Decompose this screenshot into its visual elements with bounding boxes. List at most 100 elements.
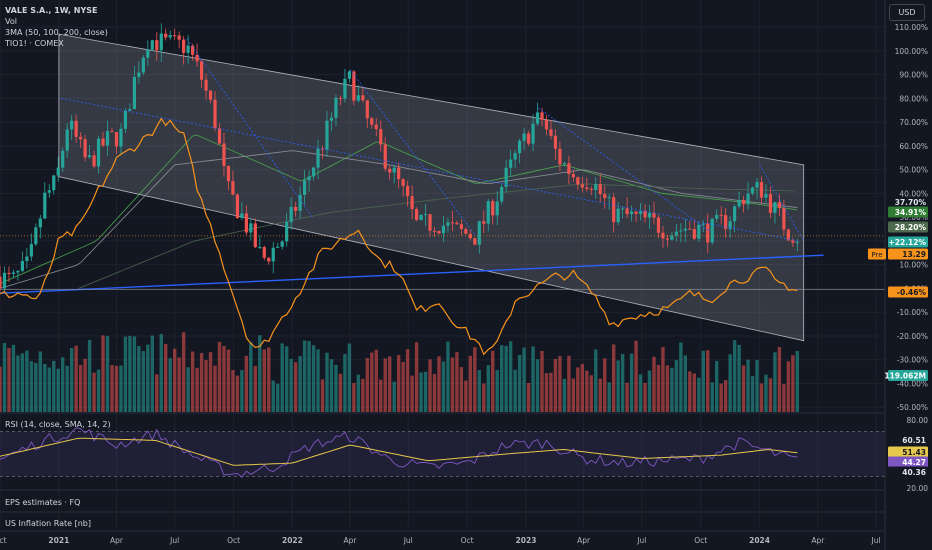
volume-bar (47, 367, 51, 412)
legend-tio[interactable]: TIO1! · COMEX (5, 39, 64, 48)
volume-bar (455, 352, 459, 412)
volume-bar (61, 357, 65, 412)
rsi-tick-label: 80.00 (907, 416, 929, 425)
candle-body (679, 230, 683, 232)
candle-body (567, 163, 571, 174)
candle-body (518, 140, 522, 154)
y-tick-label: 90.00% (899, 71, 928, 80)
eps-legend[interactable]: EPS estimates · FQ (5, 498, 81, 507)
price-label-prefix-bg (868, 248, 886, 260)
candle-body (92, 155, 96, 167)
volume-bar (83, 358, 87, 412)
volume-bar (199, 353, 204, 412)
y-tick-label: -40.00% (897, 379, 928, 388)
candle-body (531, 123, 535, 144)
volume-bar (446, 341, 450, 412)
candle-body (128, 109, 132, 111)
y-tick-label: -10.00% (897, 308, 928, 317)
candle-body (737, 200, 741, 207)
volume-bar (34, 362, 38, 412)
rsi-label-bg (888, 456, 928, 468)
volume-bar (576, 367, 580, 412)
legend-ma[interactable]: 3MA (50, 100, 200, close) (5, 28, 108, 37)
candle-body (132, 76, 136, 110)
y-tick-label: 50.00% (899, 166, 928, 175)
volume-bar (343, 353, 347, 412)
candle-body (598, 184, 602, 195)
price-label: -0.46% (897, 288, 927, 297)
volume-bar (773, 352, 777, 412)
candle-body (271, 247, 275, 262)
price-label-bg (888, 248, 928, 260)
candle-body (379, 129, 383, 145)
volume-bar (450, 357, 455, 412)
candle-body (79, 136, 83, 140)
y-tick-label: 60.00% (899, 142, 928, 151)
candle-body (782, 207, 786, 230)
volume-bar (697, 377, 701, 412)
volume-bar (208, 352, 213, 412)
candle-body (414, 209, 419, 220)
volume-bar (226, 349, 231, 412)
volume-bar (105, 336, 110, 412)
x-tick-label: 2024 (749, 536, 770, 545)
volume-bar (629, 353, 634, 412)
candle-body (612, 197, 616, 223)
x-tick-label: Oct (227, 536, 240, 545)
candle-body (634, 211, 638, 214)
candle-body (706, 223, 710, 243)
volume-bar (276, 383, 280, 412)
candle-body (750, 187, 755, 194)
inflation-legend[interactable]: US Inflation Rate [nb] (5, 519, 91, 528)
candle-body (638, 211, 643, 214)
rsi-label-bg (888, 446, 928, 458)
volume-bar (293, 362, 298, 412)
volume-bar (715, 360, 719, 412)
candle-body (267, 257, 271, 262)
volume-bar (526, 382, 531, 412)
volume-bar (782, 383, 786, 412)
candle-body (244, 213, 248, 233)
volume-bar (598, 378, 602, 412)
volume-bar (253, 365, 258, 412)
rsi-label-bg (888, 466, 928, 478)
symbol-title[interactable]: VALE S.A., 1W, NYSE (5, 6, 98, 15)
volume-bar (302, 340, 307, 412)
price-label-bg (888, 221, 928, 233)
candle-body (603, 194, 607, 199)
candle-body (123, 110, 128, 129)
legend-volume[interactable]: Vol (5, 17, 17, 26)
currency-button[interactable]: USD (889, 4, 925, 21)
candle-body (549, 129, 553, 136)
volume-bar (181, 332, 186, 412)
candle-body (486, 201, 490, 224)
candle-body (159, 33, 163, 51)
volume-bar (508, 341, 513, 412)
volume-bar (741, 365, 746, 412)
volume-bar (155, 374, 159, 412)
candle-body (164, 33, 168, 38)
volume-bar (723, 380, 728, 412)
candle-body (674, 231, 678, 236)
candle-body (585, 187, 589, 189)
rsi-band (0, 431, 885, 477)
volume-bar (482, 383, 486, 412)
candle-body (428, 214, 432, 231)
volume-bar (706, 350, 710, 412)
x-tick-label: Apr (110, 536, 124, 545)
volume-bar (231, 370, 235, 412)
volume-bar (204, 360, 208, 412)
volume-bar (258, 335, 262, 412)
candle-body (733, 206, 737, 222)
candle-body (29, 244, 33, 257)
volume-bar (428, 359, 432, 412)
x-tick-label: 2022 (282, 536, 303, 545)
volume-bar (137, 346, 141, 412)
volume-bar (571, 378, 576, 412)
volume-bar (683, 355, 688, 412)
volume-bar (562, 378, 567, 412)
volume-bar (791, 355, 795, 412)
rsi-legend[interactable]: RSI (14, close, SMA, 14, 2) (5, 420, 111, 429)
candle-body (719, 214, 723, 216)
